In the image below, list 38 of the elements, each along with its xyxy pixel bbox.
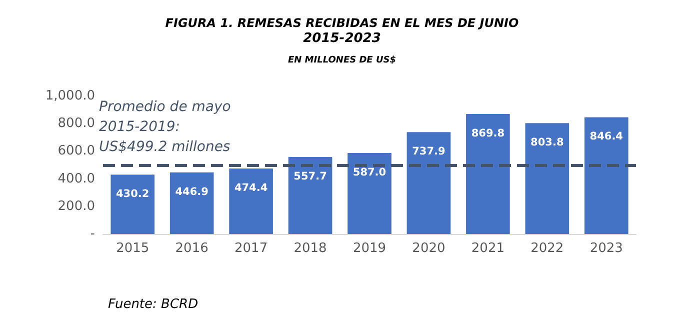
data-label: 430.2: [116, 188, 150, 200]
y-tick-label: 200.0: [58, 198, 95, 214]
y-tick-label: 1,000.0: [45, 88, 95, 104]
data-label: 474.4: [234, 182, 268, 194]
chart-title: FIGURA 1. REMESAS RECIBIDAS EN EL MES DE JUNIO: [165, 16, 519, 30]
bar: [229, 168, 273, 234]
x-tick-label: 2018: [294, 241, 327, 256]
data-label: 446.9: [175, 186, 208, 198]
bar: [110, 174, 155, 234]
x-tick-label: 2020: [412, 241, 446, 256]
x-tick-label: 2021: [471, 241, 504, 256]
x-tick-label: 2016: [175, 241, 208, 256]
x-tick-label: 2015: [116, 241, 150, 256]
data-label: 803.8: [530, 136, 564, 149]
x-tick-label: 2019: [352, 241, 386, 256]
y-tick-label: 400.0: [58, 171, 95, 186]
data-label: 557.7: [294, 170, 327, 183]
x-tick-label: 2017: [234, 241, 268, 256]
bar: [406, 132, 451, 234]
text: EN MILLONES DE US$: [288, 56, 396, 66]
data-label: 587.0: [352, 166, 386, 178]
data-label: 846.4: [590, 130, 623, 143]
data-label: 737.9: [412, 146, 446, 158]
chart-subtitle: 2015-2023: [303, 31, 381, 46]
x-tick-label: 2023: [590, 241, 623, 256]
x-tick-label: 2022: [530, 241, 564, 256]
data-label: 869.8: [471, 127, 505, 140]
y-tick-label: -: [90, 226, 96, 242]
ref-line-label: Promedio de mayo 2015-2019: US$499.2 millones: [99, 99, 231, 156]
bar: [170, 172, 214, 234]
source-note: Fuente: BCRD: [108, 297, 198, 312]
y-tick-label: 800.0: [58, 116, 95, 132]
bar: [466, 114, 510, 234]
y-tick-label: 600.0: [58, 144, 95, 159]
bar: [525, 123, 570, 234]
bar: [348, 152, 392, 234]
bar: [288, 157, 332, 234]
bar: [584, 117, 628, 234]
